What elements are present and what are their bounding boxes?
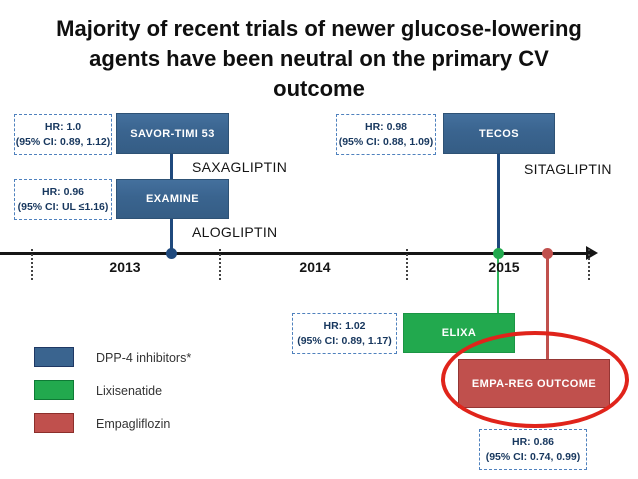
empareg-connector-line — [546, 253, 549, 361]
empareg-hr-value: HR: 0.86 — [511, 435, 554, 448]
year-label-2014: 2014 — [299, 259, 331, 275]
examine-hr-box: HR: 0.96 (95% CI: UL ≤1.16) — [14, 179, 112, 220]
tecos-connector-line — [497, 153, 500, 254]
elixa-hr-value: HR: 1.02 — [323, 319, 366, 332]
examine-trial-box: EXAMINE — [116, 179, 229, 219]
savor-hr-ci: (95% CI: 0.89, 1.12) — [15, 135, 111, 148]
legend-swatch-dpp4 — [34, 347, 74, 367]
timeline-tick-3 — [406, 249, 408, 280]
savor-hr-value: HR: 1.0 — [44, 120, 82, 133]
examine-hr-value: HR: 0.96 — [41, 185, 84, 198]
tecos-trial-box: TECOS — [443, 113, 555, 154]
savor-trial-box: SAVOR-TIMI 53 — [116, 113, 229, 154]
legend-swatch-lixisenatide — [34, 380, 74, 400]
alogliptin-label: ALOGLIPTIN — [192, 224, 278, 240]
timeline-tick-4 — [588, 249, 590, 280]
empareg-timeline-dot — [542, 248, 553, 259]
legend-swatch-empagliflozin — [34, 413, 74, 433]
timeline-tick-1 — [31, 249, 33, 280]
slide-title-line3: outcome — [273, 76, 365, 101]
elixa-hr-box: HR: 1.02 (95% CI: 0.89, 1.17) — [292, 313, 397, 354]
tecos-elixa-timeline-dot — [493, 248, 504, 259]
elixa-connector-line — [497, 253, 499, 314]
savor-hr-box: HR: 1.0 (95% CI: 0.89, 1.12) — [14, 114, 112, 155]
saxagliptin-label: SAXAGLIPTIN — [192, 159, 288, 175]
elixa-hr-ci: (95% CI: 0.89, 1.17) — [297, 334, 392, 347]
empareg-hr-ci: (95% CI: 0.74, 0.99) — [485, 450, 581, 463]
year-label-2013: 2013 — [109, 259, 141, 275]
examine-hr-ci: (95% CI: UL ≤1.16) — [17, 200, 109, 213]
slide-title-line2: agents have been neutral on the primary … — [89, 46, 549, 71]
slide-title-line1: Majority of recent trials of newer gluco… — [56, 16, 582, 41]
timeline-tick-2 — [219, 249, 221, 280]
tecos-hr-ci: (95% CI: 0.88, 1.09) — [338, 135, 434, 148]
timeline-axis — [0, 252, 588, 255]
slide-title: Majority of recent trials of newer gluco… — [0, 14, 638, 104]
tecos-hr-value: HR: 0.98 — [364, 120, 407, 133]
legend-label-lixisenatide: Lixisenatide — [96, 384, 163, 398]
sitagliptin-label: SITAGLIPTIN — [524, 161, 612, 177]
savor-examine-timeline-dot — [166, 248, 177, 259]
year-label-2015: 2015 — [488, 259, 520, 275]
legend-label-empagliflozin: Empagliflozin — [96, 417, 171, 431]
empareg-highlight-ellipse — [441, 331, 629, 428]
empareg-hr-box: HR: 0.86 (95% CI: 0.74, 0.99) — [479, 429, 587, 470]
tecos-hr-box: HR: 0.98 (95% CI: 0.88, 1.09) — [336, 114, 436, 155]
legend-label-dpp4: DPP-4 inhibitors* — [96, 351, 192, 365]
